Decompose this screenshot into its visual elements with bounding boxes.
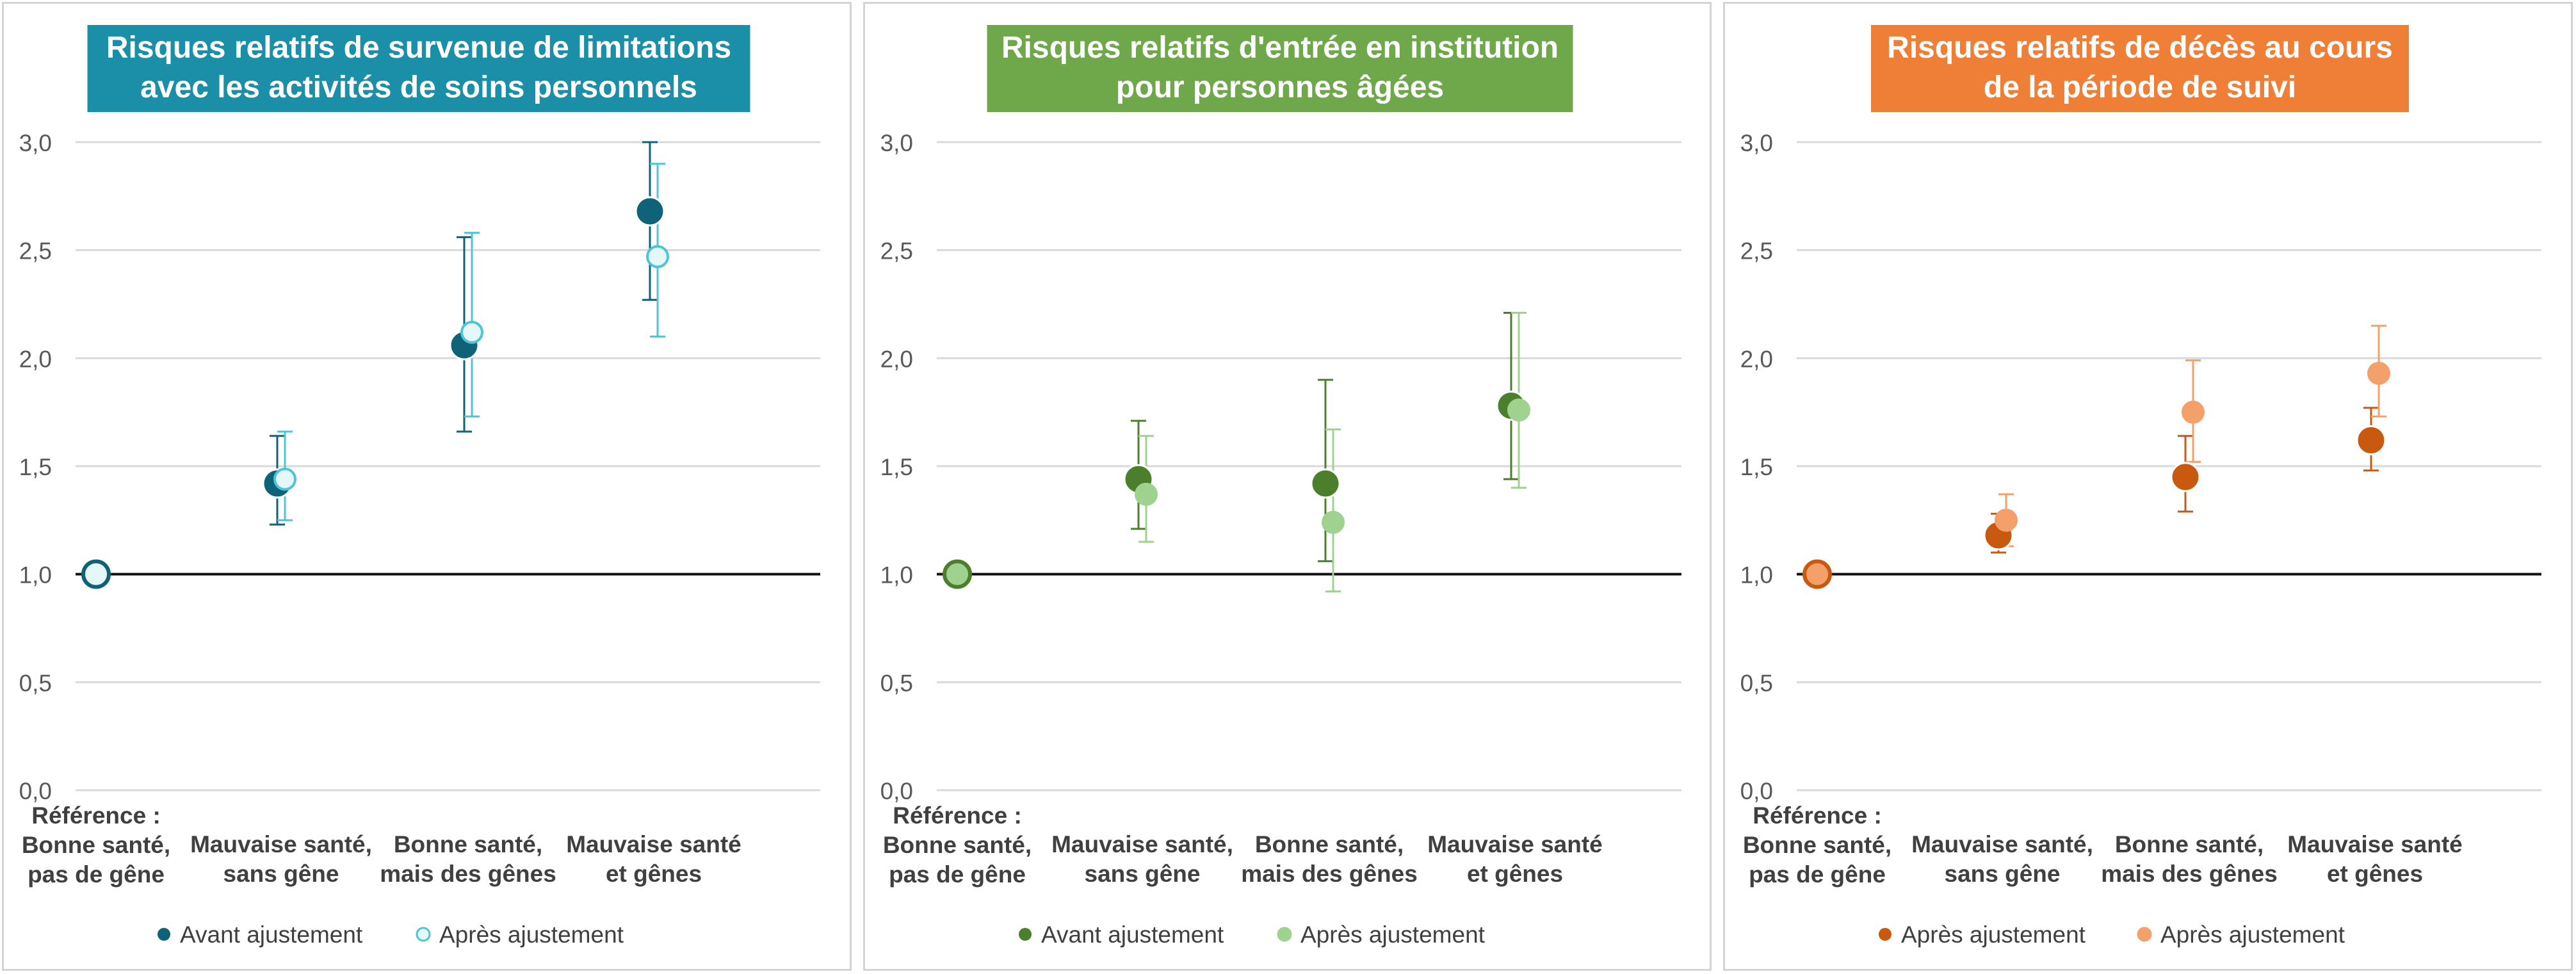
data-point <box>460 320 483 344</box>
data-point <box>1995 508 2018 532</box>
legend-label: Après ajustement <box>439 921 624 948</box>
data-point <box>1507 398 1530 422</box>
chart-title-line: Risques relatifs d'entrée en institution <box>1001 31 1559 65</box>
y-tick-label: 1,5 <box>19 454 52 480</box>
chart-svg: Risques relatifs de décès au cours de la … <box>1740 25 2541 948</box>
x-category-label: Bonne santé, <box>1743 832 1891 858</box>
y-tick-label: 2,5 <box>1740 238 1773 264</box>
x-category-label: Bonne santé, <box>394 831 542 857</box>
y-tick-label: 2,0 <box>19 346 52 372</box>
data-point <box>2182 400 2205 424</box>
chart-title-line: Risques relatifs de survenue de limitati… <box>106 31 731 65</box>
data-point <box>81 559 111 589</box>
x-category-label: Bonne santé, <box>2115 831 2264 857</box>
y-tick-label: 0,0 <box>880 778 913 804</box>
data-point <box>1802 559 1832 589</box>
x-category-label: sans gêne <box>1945 861 2061 887</box>
x-category-label: pas de gêne <box>1749 861 1886 888</box>
y-tick-label: 3,0 <box>19 130 52 156</box>
chart-svg: Risques relatifs de survenue de limitati… <box>19 25 820 948</box>
legend-marker <box>1879 928 1891 941</box>
data-point <box>1310 468 1341 499</box>
legend-marker <box>416 927 431 942</box>
x-category-label: pas de gêne <box>28 861 165 888</box>
chart-panel-deces: Risques relatifs de décès au cours de la … <box>1723 2 2573 971</box>
legend-marker <box>158 928 170 941</box>
legend-marker <box>2137 927 2152 942</box>
data-point <box>943 559 972 589</box>
chart-title-line: Risques relatifs de décès au cours <box>1887 31 2393 65</box>
chart-title-background <box>987 25 1573 112</box>
chart-title-line: avec les activités de soins personnels <box>140 70 697 104</box>
legend-label: Après ajustement <box>1901 921 2086 948</box>
y-tick-label: 2,5 <box>880 238 913 264</box>
y-tick-label: 1,0 <box>19 562 52 588</box>
chart-title-line: pour personnes âgées <box>1116 70 1444 104</box>
y-tick-label: 1,5 <box>1740 454 1773 480</box>
x-category-label: Mauvaise santé <box>566 831 741 857</box>
legend-marker <box>1019 928 1032 941</box>
y-tick-label: 0,5 <box>880 670 913 696</box>
y-tick-label: 0,0 <box>19 778 52 804</box>
y-tick-label: 1,0 <box>1740 562 1773 588</box>
chart-title-background <box>1871 25 2409 112</box>
y-tick-label: 2,0 <box>880 346 913 372</box>
legend-label: Avant ajustement <box>1041 921 1224 948</box>
x-category-label: Mauvaise santé, <box>190 831 372 857</box>
data-point <box>2367 361 2390 385</box>
x-category-label: Bonne santé, <box>22 832 170 858</box>
y-tick-label: 2,0 <box>1740 346 1773 372</box>
x-category-label: sans gêne <box>1085 861 1201 887</box>
y-tick-label: 0,0 <box>1740 778 1773 804</box>
data-point <box>273 467 296 491</box>
y-tick-label: 3,0 <box>880 130 913 156</box>
x-category-label: Mauvaise santé <box>1427 831 1603 857</box>
x-category-label: pas de gêne <box>889 861 1026 888</box>
x-category-label: mais des gênes <box>380 861 556 887</box>
data-point <box>1322 510 1345 534</box>
data-point <box>2356 425 2386 456</box>
x-category-label: et gênes <box>2327 861 2423 887</box>
x-category-label: sans gêne <box>223 861 339 887</box>
data-point <box>1135 482 1158 506</box>
x-category-label: Mauvaise santé, <box>1911 831 2093 857</box>
data-point <box>2170 462 2201 492</box>
y-tick-label: 1,0 <box>880 562 913 588</box>
x-category-label: Référence : <box>1753 802 1882 829</box>
x-category-label: Référence : <box>31 802 161 829</box>
x-category-label: Bonne santé, <box>883 832 1032 858</box>
x-category-label: Mauvaise santé <box>2287 831 2463 857</box>
x-category-label: Mauvaise santé, <box>1051 831 1233 857</box>
x-category-label: Référence : <box>893 802 1022 829</box>
y-tick-label: 1,5 <box>880 454 913 480</box>
x-category-label: et gênes <box>606 861 702 887</box>
legend-marker <box>1277 927 1292 942</box>
chart-panel-limitations: Risques relatifs de survenue de limitati… <box>2 2 852 971</box>
legend-label: Avant ajustement <box>180 921 363 948</box>
legend-label: Après ajustement <box>2160 921 2345 948</box>
data-point <box>646 245 669 268</box>
chart-panel-institution: Risques relatifs d'entrée en institution… <box>863 2 1712 971</box>
data-point <box>635 196 665 227</box>
x-category-label: et gênes <box>1467 861 1563 887</box>
chart-title-background <box>87 25 750 112</box>
chart-svg: Risques relatifs d'entrée en institution… <box>880 25 1681 948</box>
x-category-label: mais des gênes <box>1241 861 1418 887</box>
y-tick-label: 0,5 <box>1740 670 1773 696</box>
chart-title-line: de la période de suivi <box>1984 70 2296 104</box>
legend-label: Après ajustement <box>1300 921 1486 948</box>
x-category-label: Bonne santé, <box>1255 831 1404 857</box>
y-tick-label: 2,5 <box>19 238 52 264</box>
y-tick-label: 3,0 <box>1740 130 1773 156</box>
x-category-label: mais des gênes <box>2101 861 2278 887</box>
y-tick-label: 0,5 <box>19 670 52 696</box>
